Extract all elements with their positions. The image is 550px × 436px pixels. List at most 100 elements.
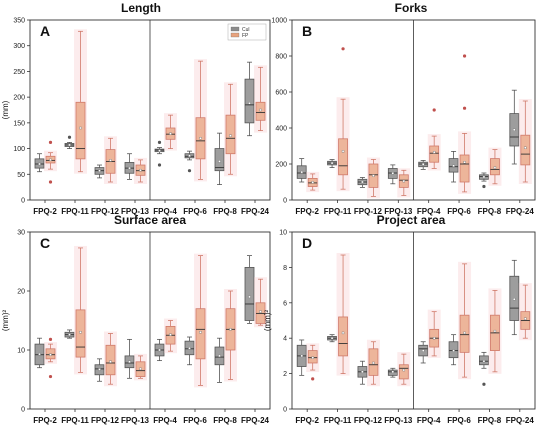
box-cul-fpq-2: [296, 158, 307, 183]
y-axis-label: (mm)²: [1, 310, 10, 332]
category-label: FPQ-13: [121, 416, 150, 425]
mean-marker: [98, 368, 101, 371]
mean-marker: [218, 160, 221, 163]
outlier-point: [432, 108, 436, 112]
mean-marker: [248, 102, 251, 105]
plot-frame: [29, 19, 271, 201]
mean-marker: [128, 360, 131, 363]
category-label: FPQ-4: [153, 207, 177, 216]
outlier-point: [341, 47, 345, 51]
mean-marker: [139, 168, 142, 172]
y-axis-label: (mm): [1, 100, 10, 119]
box-fp-fpq-13: [134, 353, 147, 381]
y-tick-label: 6: [283, 300, 287, 307]
box-iqr: [214, 148, 225, 172]
box-fp-fpq-2: [44, 337, 57, 379]
box-fp-fpq-12: [104, 331, 117, 387]
y-tick-label: 800: [275, 54, 287, 61]
outlier-point: [462, 106, 467, 110]
box-fp-fpq-8: [224, 82, 237, 177]
mean-marker: [79, 331, 82, 334]
box-cul-fpq-11: [327, 159, 337, 169]
box-iqr: [225, 114, 236, 155]
y-tick-label: 400: [275, 126, 287, 133]
box-fp-fpq-13: [397, 352, 411, 387]
panel-title: Length: [121, 1, 161, 15]
y-tick-label: 10: [279, 230, 287, 237]
y-tick-label: 250: [13, 69, 25, 76]
y-tick-label: 4: [283, 336, 287, 343]
box-fp-fpq-4: [164, 318, 177, 354]
box-iqr: [459, 154, 470, 183]
box-fp-fpq-2: [44, 140, 57, 184]
category-label: FPQ-12: [354, 416, 383, 425]
category-label: FPQ-4: [153, 416, 177, 425]
outlier-point: [48, 180, 53, 184]
category-label: FPQ-11: [324, 207, 352, 216]
mean-marker: [98, 169, 101, 172]
box-fp-fpq-4: [164, 113, 177, 151]
mean-marker: [372, 361, 375, 365]
category-label: FPQ-8: [213, 416, 237, 425]
mean-marker: [432, 337, 436, 340]
mean-marker: [199, 137, 202, 140]
box-cul-fpq-6: [448, 150, 459, 183]
category-label: FPQ-11: [61, 207, 89, 216]
mean-marker: [259, 310, 262, 313]
category-label: FPQ-12: [91, 416, 120, 425]
box-iqr: [244, 266, 255, 321]
y-tick-label: 0: [21, 198, 25, 205]
category-label: FPQ-8: [478, 207, 502, 216]
box-fp-fpq-24: [518, 99, 532, 184]
box-cul-fpq-24: [244, 61, 255, 137]
mean-marker: [169, 333, 172, 336]
y-tick-label: 20: [17, 289, 25, 296]
category-label: FPQ-4: [417, 207, 441, 216]
box-iqr: [255, 101, 266, 121]
box-cul-fpq-4: [418, 159, 429, 170]
legend-swatch: [230, 26, 240, 32]
box-iqr: [398, 364, 409, 380]
mean-marker: [432, 151, 436, 154]
box-cul-fpq-13: [124, 338, 135, 379]
box-cul-fpq-2: [34, 337, 45, 369]
outlier-point: [157, 163, 162, 167]
box-cul-fpq-12: [357, 360, 368, 385]
box-cul-fpq-12: [94, 358, 105, 382]
mean-marker: [248, 295, 251, 299]
mean-marker: [421, 349, 425, 352]
mean-marker: [109, 159, 112, 162]
box-cul-fpq-2: [296, 339, 307, 376]
box-fp-fpq-13: [134, 157, 147, 184]
panel-b: Forks B 0 200 400 600 800 1000 FPQ-2 FPQ-11 FPQ-12…: [271, 1, 536, 216]
category-label: FPQ-2: [33, 416, 57, 425]
y-tick-label: 10: [17, 348, 25, 355]
mean-marker: [218, 354, 221, 358]
plot-frame: [291, 19, 536, 201]
mean-marker: [372, 174, 375, 177]
category-label: FPQ-6: [447, 207, 471, 216]
mean-marker: [341, 331, 345, 335]
mean-marker: [513, 128, 516, 132]
panel-letter: C: [40, 235, 50, 251]
mean-marker: [452, 349, 455, 352]
box-fp-fpq-24: [254, 277, 267, 328]
mean-marker: [139, 367, 142, 371]
box-fp-fpq-11: [74, 245, 87, 375]
y-tick-label: 150: [13, 120, 25, 127]
box-cul-fpq-24: [244, 255, 255, 324]
outlier-point: [311, 377, 315, 381]
plot-frame: [29, 231, 271, 410]
category-label: FPQ-6: [183, 207, 207, 216]
legend-swatch: [230, 32, 240, 38]
category-label: FPQ-24: [506, 416, 535, 425]
box-fp-fpq-12: [366, 157, 380, 199]
category-label: FPQ-4: [417, 416, 441, 425]
mean-marker: [524, 146, 527, 150]
mean-marker: [391, 370, 395, 374]
mean-marker: [493, 166, 497, 169]
box-fp-fpq-2: [306, 343, 320, 381]
